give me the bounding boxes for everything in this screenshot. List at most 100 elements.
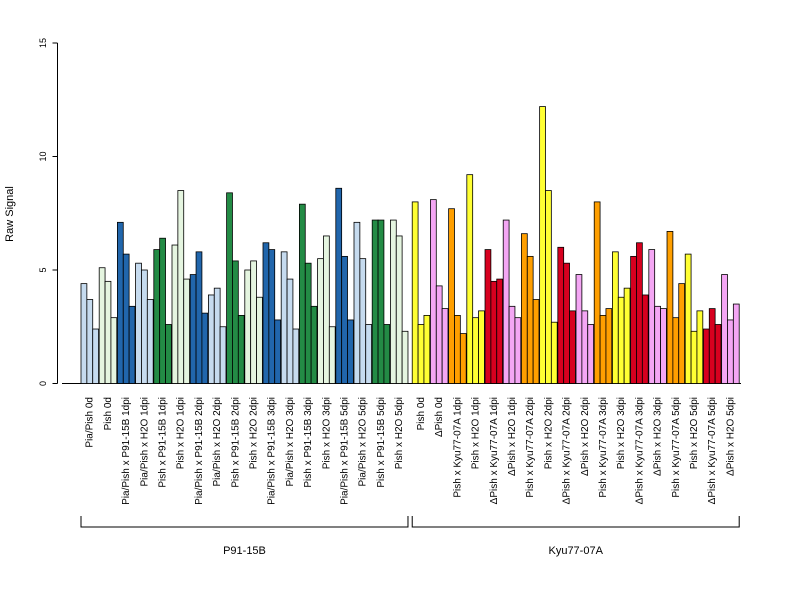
category-label: Pia/Pish 0d [85,397,96,448]
category-label: Pish x H2O 1dpi [471,397,482,469]
category-label: Pia/Pish x H2O 1dpi [139,397,150,487]
category-label: ΔPish x H2O 3dpi [653,397,664,476]
category-label: ΔPish 0d [434,397,445,437]
bar [472,317,479,384]
bar [454,314,461,384]
bar [201,312,209,384]
bar [666,231,674,384]
bar [660,308,667,384]
category-label: Pish x P91-15B 3dpi [303,397,314,488]
bar [466,174,474,384]
bar [323,235,330,384]
bar [213,287,221,384]
category-label: ΔPish x H2O 1dpi [507,397,518,476]
bar [347,319,354,384]
bar [171,244,179,384]
bar [341,255,348,384]
bar [395,235,403,384]
bar [430,199,437,384]
bar [678,283,685,384]
bar [310,305,318,384]
category-label: ΔPish x Kyu77-07A 5dpi [707,397,718,504]
bar [423,314,431,384]
category-label: Pish x Kyu77-07A 2dpi [525,397,536,498]
bar [617,296,625,384]
y-axis: 0 5 10 15 [38,38,58,386]
bar [672,317,680,384]
bar [219,326,227,384]
category-label: Pish 0d [416,397,427,430]
category-label: Pish x H2O 2dpi [543,397,554,469]
y-tick-label: 0 [38,381,48,386]
category-label: Pia/Pish x H2O 5dpi [358,397,369,487]
bar [298,203,306,384]
bar [183,278,190,384]
bar [280,251,288,384]
bar [304,262,312,384]
bar [648,249,656,384]
bar [727,319,734,384]
bar [459,333,467,384]
bars [80,106,740,384]
bar [389,219,397,384]
bar [490,280,498,384]
bar [690,330,698,384]
bar [371,219,379,384]
category-label: Pia/Pish x P91-15B 3dpi [267,397,278,505]
category-label: Pish x H2O 5dpi [394,397,405,469]
bar [98,267,106,384]
bar [575,274,583,384]
bar [353,221,361,384]
bar [545,190,552,384]
bar [526,255,534,384]
category-label: Pia/Pish x P91-15B 2dpi [194,397,205,505]
bar [244,269,252,384]
bar [569,310,576,384]
bar [189,274,197,384]
bar [117,221,124,384]
group-brackets: P91-15B Kyu77-07A [80,516,740,557]
bar [605,308,613,384]
bar [328,326,336,384]
bar [365,324,372,384]
bar [521,233,528,384]
bar [599,314,607,384]
category-label: Pish x P91-15B 2dpi [230,397,241,488]
category-label: Pish x H2O 3dpi [321,397,332,469]
bar [110,317,118,384]
category-label: Pish x Kyu77-07A 5dpi [671,397,682,498]
bar [92,328,99,384]
bar [532,299,540,384]
category-label: Pia/Pish x H2O 3dpi [285,397,296,487]
bar [417,324,425,384]
bar [274,319,281,384]
bar [708,308,716,384]
bar [268,249,276,384]
category-label: Pish x H2O 5dpi [689,397,700,469]
bar [630,255,637,384]
bar [250,260,257,384]
bar [159,237,166,384]
bar [539,106,546,384]
category-label: Pish 0d [103,397,114,430]
category-label: ΔPish x Kyu77-07A 2dpi [562,397,573,504]
group-bracket [80,516,409,528]
bar [684,253,692,384]
category-label: Pish x H2O 2dpi [249,397,260,469]
bar [508,305,516,384]
bar [104,280,112,384]
bar [703,328,710,384]
bar [335,187,343,384]
bar [623,287,631,384]
bar [441,308,449,384]
category-label: Pish x H2O 1dpi [176,397,187,469]
category-label: Pish x H2O 3dpi [616,397,627,469]
bar [195,251,203,384]
category-label: Pia/Pish x P91-15B 1dpi [121,397,132,505]
category-label: Pia/Pish x H2O 2dpi [212,397,223,487]
bar [226,192,233,384]
bar [514,317,522,384]
bar [80,283,88,384]
category-label: Pish x P91-15B 1dpi [158,397,169,488]
